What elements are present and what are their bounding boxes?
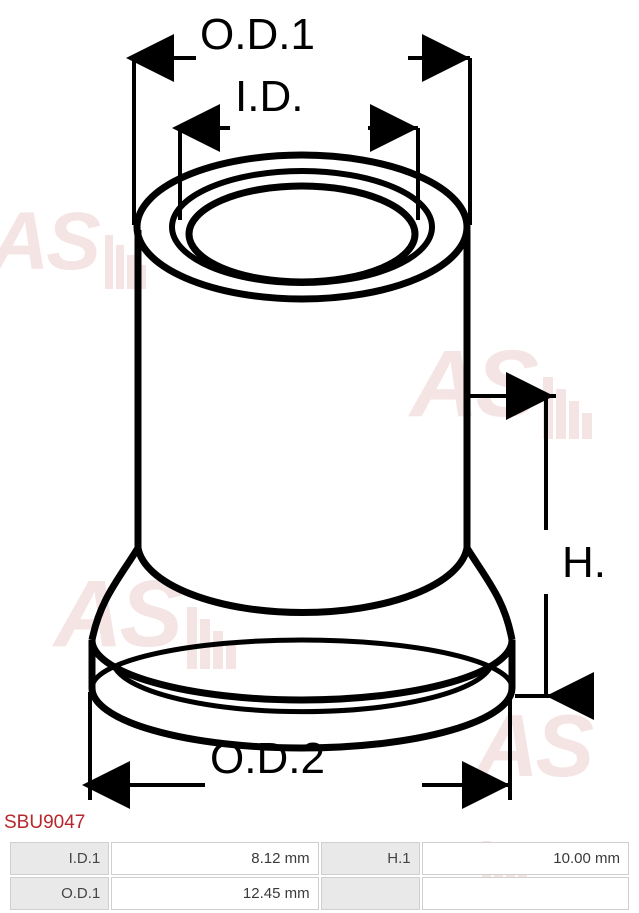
diagram-area: AS AS AS AS O.D.1 I.D. O.D.2 H. xyxy=(0,0,639,810)
spec-value xyxy=(422,877,629,910)
spec-table: I.D.1 8.12 mm H.1 10.00 mm O.D.1 12.45 m… xyxy=(8,840,631,912)
spec-label: O.D.1 xyxy=(10,877,109,910)
spec-value: 8.12 mm xyxy=(111,842,318,875)
bushing-drawing xyxy=(0,0,639,810)
table-row: O.D.1 12.45 mm xyxy=(10,877,629,910)
spec-value: 12.45 mm xyxy=(111,877,318,910)
table-row: I.D.1 8.12 mm H.1 10.00 mm xyxy=(10,842,629,875)
spec-label: I.D.1 xyxy=(10,842,109,875)
spec-value: 10.00 mm xyxy=(422,842,629,875)
spec-label: H.1 xyxy=(321,842,420,875)
part-code: SBU9047 xyxy=(4,812,85,834)
spec-label xyxy=(321,877,420,910)
